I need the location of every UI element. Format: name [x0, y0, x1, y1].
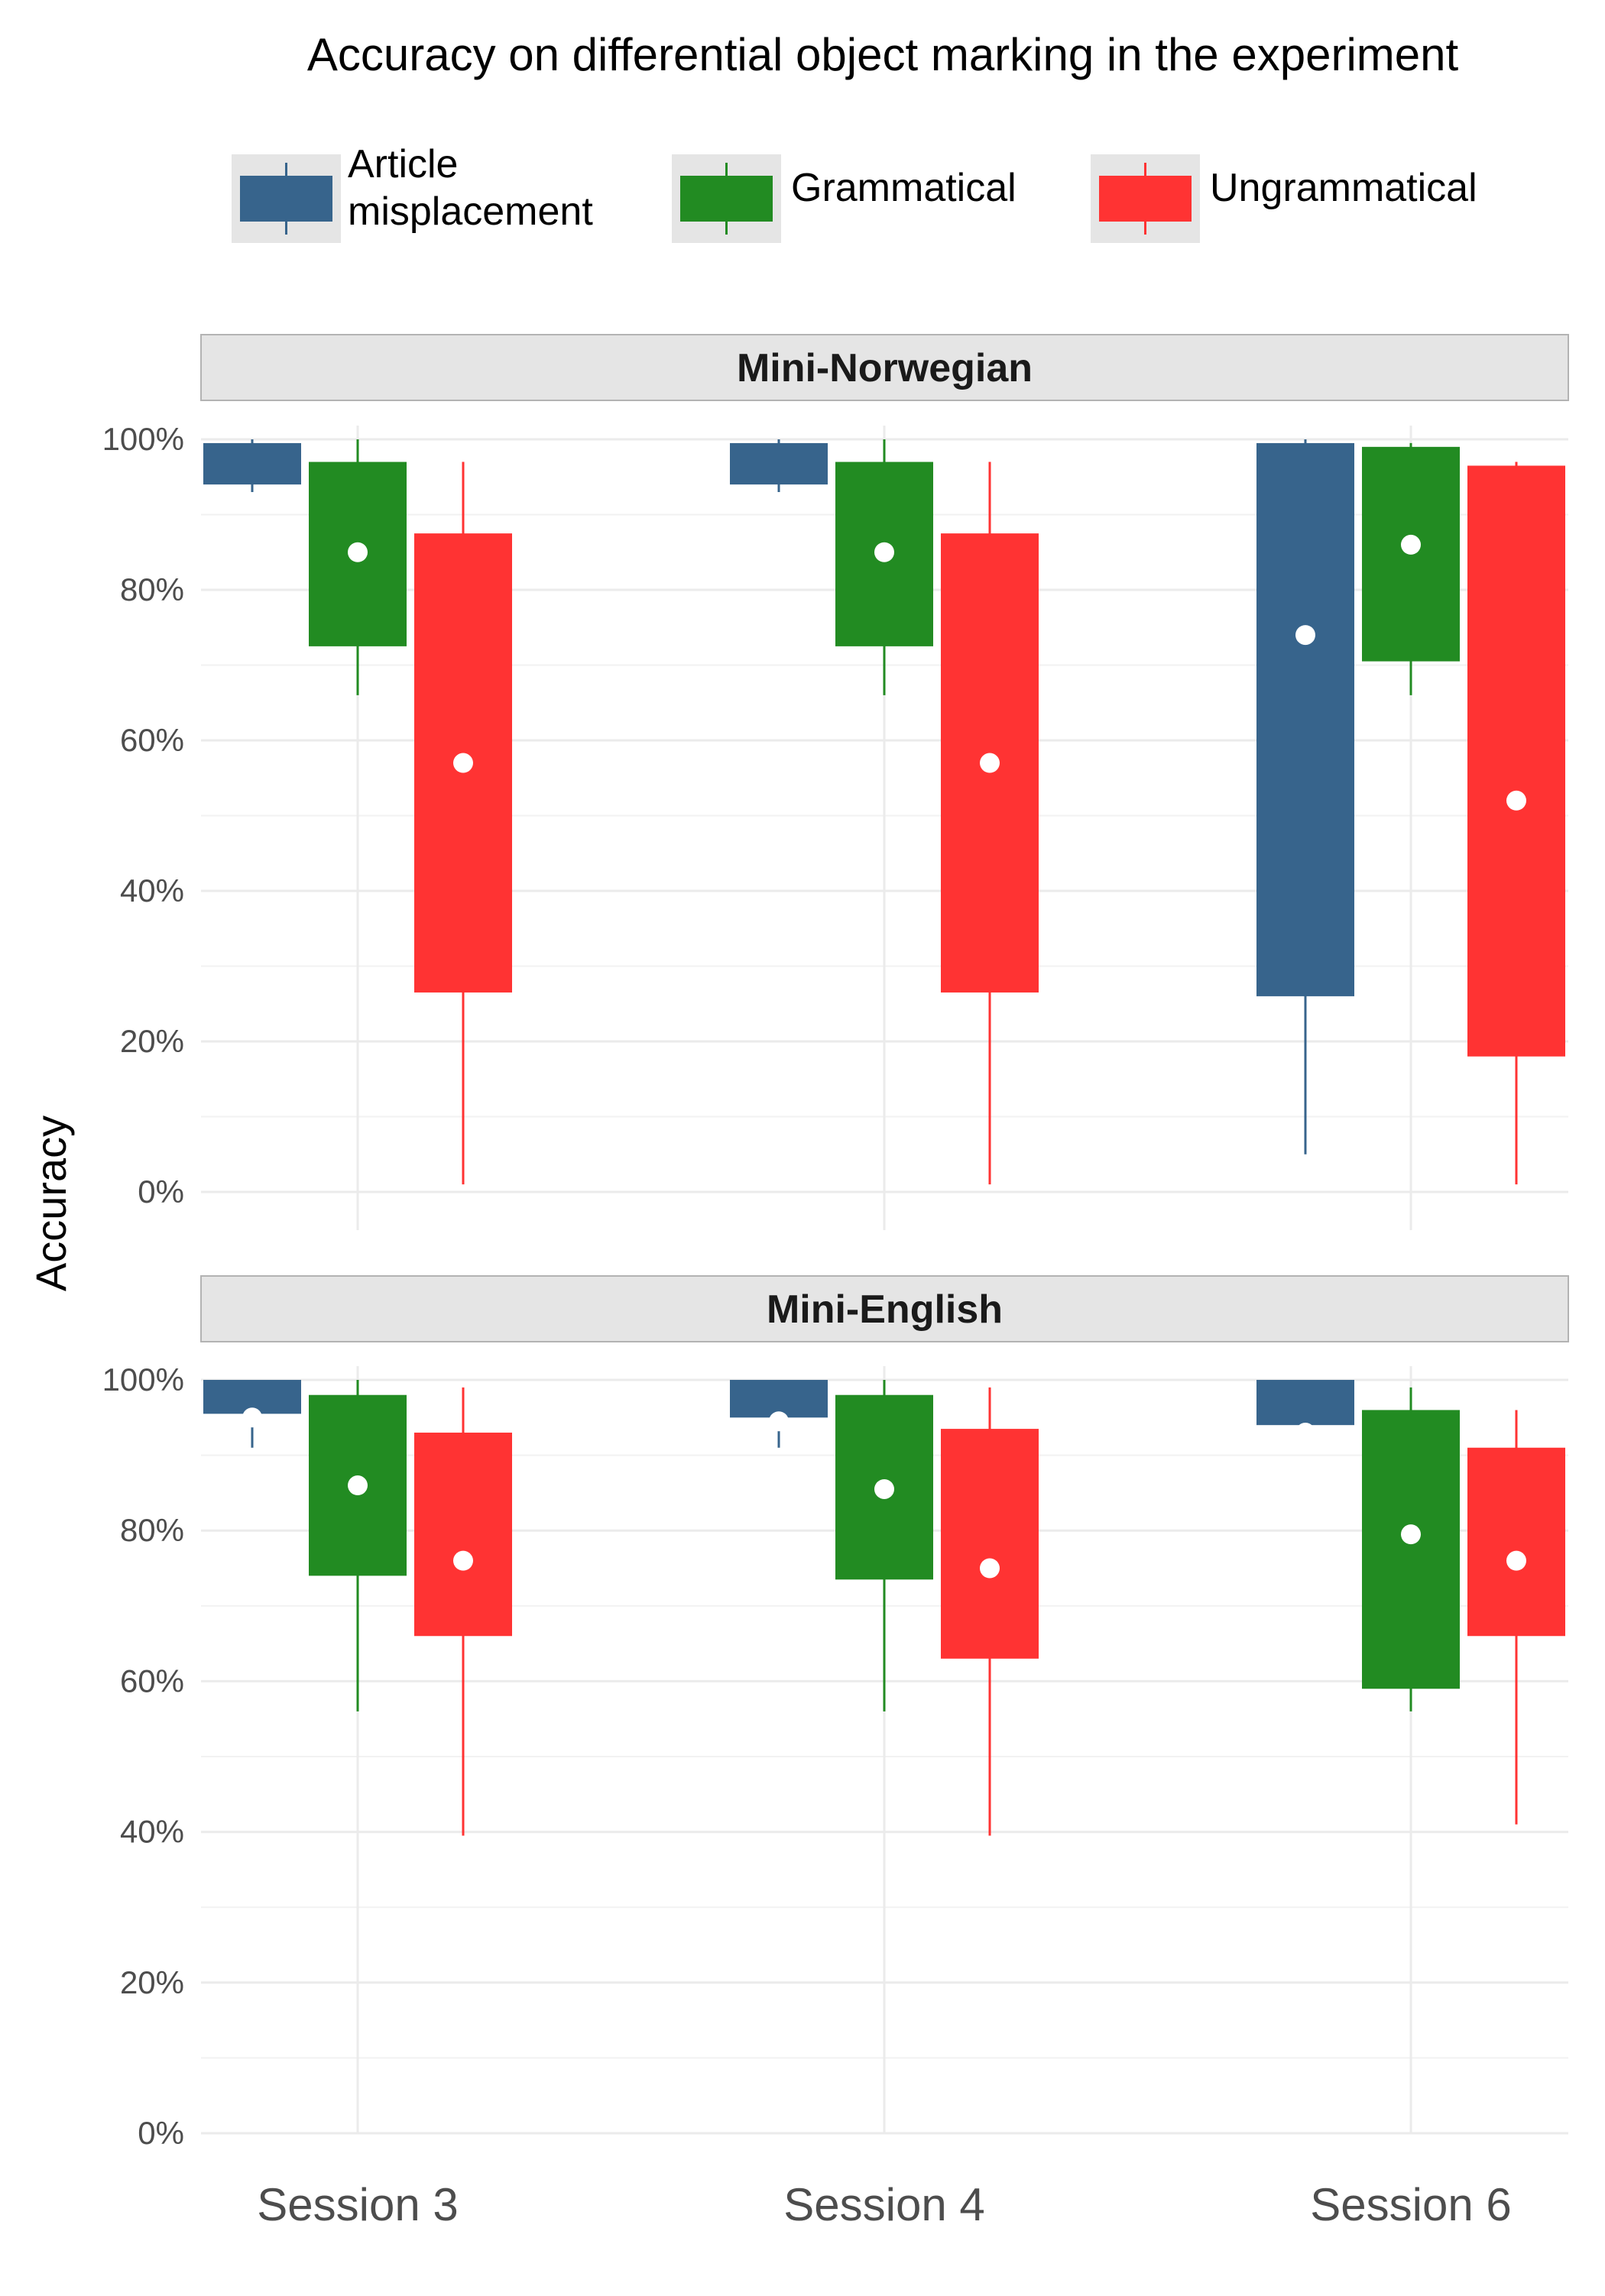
series	[414, 1387, 1565, 1836]
box-body	[1467, 465, 1565, 1057]
box-body	[1467, 1447, 1565, 1637]
box-mean-point	[1401, 1524, 1421, 1545]
legend-label: misplacement	[348, 189, 593, 234]
box	[730, 1380, 828, 1448]
box-mean-point	[348, 1475, 368, 1496]
box-mean-point	[1401, 534, 1421, 555]
box	[941, 461, 1039, 1185]
legend-label: Grammatical	[791, 166, 1016, 210]
box-mean-point	[769, 1411, 789, 1432]
legend-label: Ungrammatical	[1210, 166, 1477, 210]
legend-key-box	[240, 176, 332, 222]
legend-label: Article	[348, 142, 458, 186]
y-tick-label: 60%	[120, 722, 184, 758]
y-tick-label: 20%	[120, 1964, 184, 2000]
box	[203, 439, 301, 492]
facet-panel: Mini-Norwegian 0% 20% 40% 60% 80% 100%	[102, 334, 1569, 1230]
y-axis-ticks: 0% 20% 40% 60% 80% 100%	[102, 1362, 184, 2151]
y-axis-label: Accuracy	[27, 1116, 75, 1291]
box-body	[1256, 442, 1354, 996]
y-tick-label: 100%	[102, 1362, 184, 1397]
box-mean-point	[453, 753, 473, 773]
legend-item: Grammatical	[672, 154, 1016, 243]
y-tick-label: 40%	[120, 873, 184, 908]
x-tick-label: Session 6	[1310, 2179, 1512, 2230]
y-tick-label: 0%	[138, 1174, 184, 1210]
box	[1467, 461, 1565, 1185]
box-body	[730, 1380, 828, 1418]
panels: Mini-Norwegian0%20%40%60%80%100%Mini-Eng…	[102, 334, 1569, 2151]
box	[203, 1380, 301, 1448]
box-body	[1362, 1410, 1460, 1689]
chart-title: Accuracy on differential object marking …	[307, 29, 1459, 80]
y-tick-label: 80%	[120, 1512, 184, 1548]
series	[203, 1380, 1354, 1448]
box-mean-point	[348, 542, 368, 562]
box-mean-point	[242, 1407, 262, 1428]
box	[414, 461, 512, 1185]
facet-panel: Mini-English 0% 20% 40% 60% 80% 100%	[102, 1275, 1569, 2151]
x-tick-label: Session 3	[257, 2179, 459, 2230]
box	[1256, 439, 1354, 1154]
box-mean-point	[1295, 625, 1315, 646]
box-mean-point	[980, 753, 1000, 773]
series	[414, 461, 1565, 1185]
box-body	[1256, 1380, 1354, 1426]
y-tick-label: 0%	[138, 2115, 184, 2151]
box	[309, 439, 407, 695]
x-tick-label: Session 4	[783, 2179, 985, 2230]
box	[1467, 1410, 1565, 1825]
box-body	[414, 1433, 512, 1637]
box-body	[203, 442, 301, 485]
box-mean-point	[980, 1558, 1000, 1579]
y-tick-label: 20%	[120, 1023, 184, 1059]
series	[309, 1380, 1460, 1711]
legend-key-box	[680, 176, 773, 222]
facet-strip	[200, 334, 1569, 401]
box-mean-point	[1295, 1423, 1315, 1443]
series	[309, 439, 1460, 695]
facet-strip-label: Mini-English	[767, 1287, 1003, 1332]
box-mean-point	[453, 1550, 473, 1571]
box	[1256, 1380, 1354, 1443]
box	[1362, 442, 1460, 695]
y-tick-label: 100%	[102, 421, 184, 457]
box-mean-point	[1506, 790, 1526, 811]
y-tick-label: 60%	[120, 1663, 184, 1699]
box	[835, 1380, 933, 1711]
box	[941, 1387, 1039, 1836]
box-body	[730, 442, 828, 485]
y-tick-label: 40%	[120, 1814, 184, 1850]
box	[730, 439, 828, 492]
series	[203, 439, 1354, 1154]
legend-item: Ungrammatical	[1091, 154, 1477, 243]
box-mean-point	[874, 542, 894, 562]
facet-strip	[200, 1275, 1569, 1342]
facet-strip-label: Mini-Norwegian	[737, 346, 1033, 390]
y-tick-label: 80%	[120, 572, 184, 607]
y-axis-ticks: 0% 20% 40% 60% 80% 100%	[102, 421, 184, 1210]
box-mean-point	[874, 1478, 894, 1499]
x-axis: Session 3 Session 4 Session 6	[257, 2179, 1512, 2230]
box	[835, 439, 933, 695]
box-body	[941, 1429, 1039, 1659]
legend-key-box	[1099, 176, 1192, 222]
box	[309, 1380, 407, 1711]
box	[414, 1387, 512, 1836]
box-mean-point	[1506, 1550, 1526, 1571]
box	[1362, 1387, 1460, 1711]
